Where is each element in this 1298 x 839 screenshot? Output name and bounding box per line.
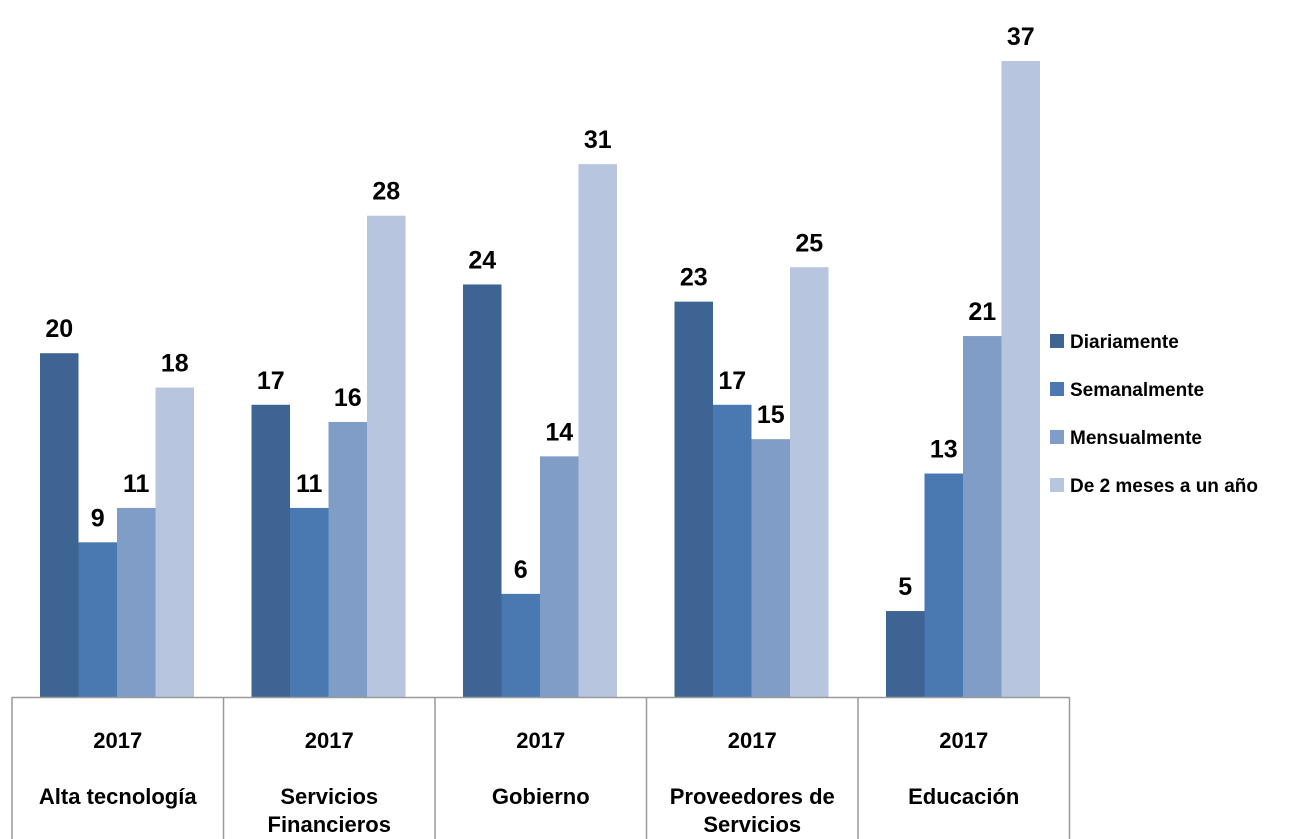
legend-swatch (1050, 430, 1064, 444)
category-name-label: Financieros (268, 812, 391, 837)
data-label: 13 (930, 436, 958, 464)
data-label: 15 (757, 401, 785, 429)
legend-swatch (1050, 382, 1064, 396)
bar (117, 507, 156, 697)
bar (78, 542, 117, 697)
data-label: 25 (795, 229, 823, 257)
category-name-label: Gobierno (492, 784, 590, 809)
bar (540, 456, 579, 697)
bar (713, 404, 752, 697)
bar (367, 215, 406, 697)
category-year-label: 2017 (728, 728, 777, 753)
legend-label: Diariamente (1070, 332, 1179, 353)
data-label: 24 (468, 246, 496, 274)
legend-label: De 2 meses a un año (1070, 476, 1258, 497)
bar (40, 353, 79, 697)
bar (674, 301, 713, 697)
bar (1001, 61, 1040, 697)
bar (790, 267, 829, 697)
category-year-label: 2017 (305, 728, 354, 753)
data-label: 11 (123, 470, 150, 498)
bar (328, 421, 367, 697)
data-label: 23 (680, 264, 708, 292)
data-label: 11 (296, 470, 323, 498)
data-label: 17 (257, 367, 285, 395)
data-label: 37 (1007, 23, 1035, 51)
category-name-label: Alta tecnología (39, 784, 197, 809)
data-label: 28 (372, 178, 400, 206)
bar (963, 336, 1002, 697)
category-name-label: Proveedores de (670, 784, 835, 809)
data-label: 14 (545, 418, 573, 446)
category-name-label: Servicios (703, 812, 801, 837)
data-label: 17 (718, 367, 746, 395)
data-label: 21 (968, 298, 996, 326)
data-label: 18 (161, 350, 189, 378)
category-year-label: 2017 (939, 728, 988, 753)
legend-swatch (1050, 334, 1064, 348)
bar (463, 284, 502, 697)
bar (578, 164, 617, 697)
data-label: 5 (898, 573, 912, 601)
data-label: 20 (45, 315, 73, 343)
bar (501, 593, 540, 697)
legend-swatch (1050, 478, 1064, 492)
data-label: 6 (514, 556, 528, 584)
bar (886, 611, 925, 697)
category-name-label: Servicios (280, 784, 378, 809)
category-year-label: 2017 (516, 728, 565, 753)
bar (251, 404, 290, 697)
legend-label: Mensualmente (1070, 428, 1202, 449)
category-year-label: 2017 (93, 728, 142, 753)
data-label: 31 (584, 126, 612, 154)
data-label: 9 (91, 504, 105, 532)
bar (155, 387, 194, 697)
bar (924, 473, 963, 697)
bar (290, 507, 329, 697)
data-label: 16 (334, 384, 362, 412)
category-name-label: Educación (908, 784, 1019, 809)
bar (751, 439, 790, 697)
legend-label: Semanalmente (1070, 380, 1204, 401)
